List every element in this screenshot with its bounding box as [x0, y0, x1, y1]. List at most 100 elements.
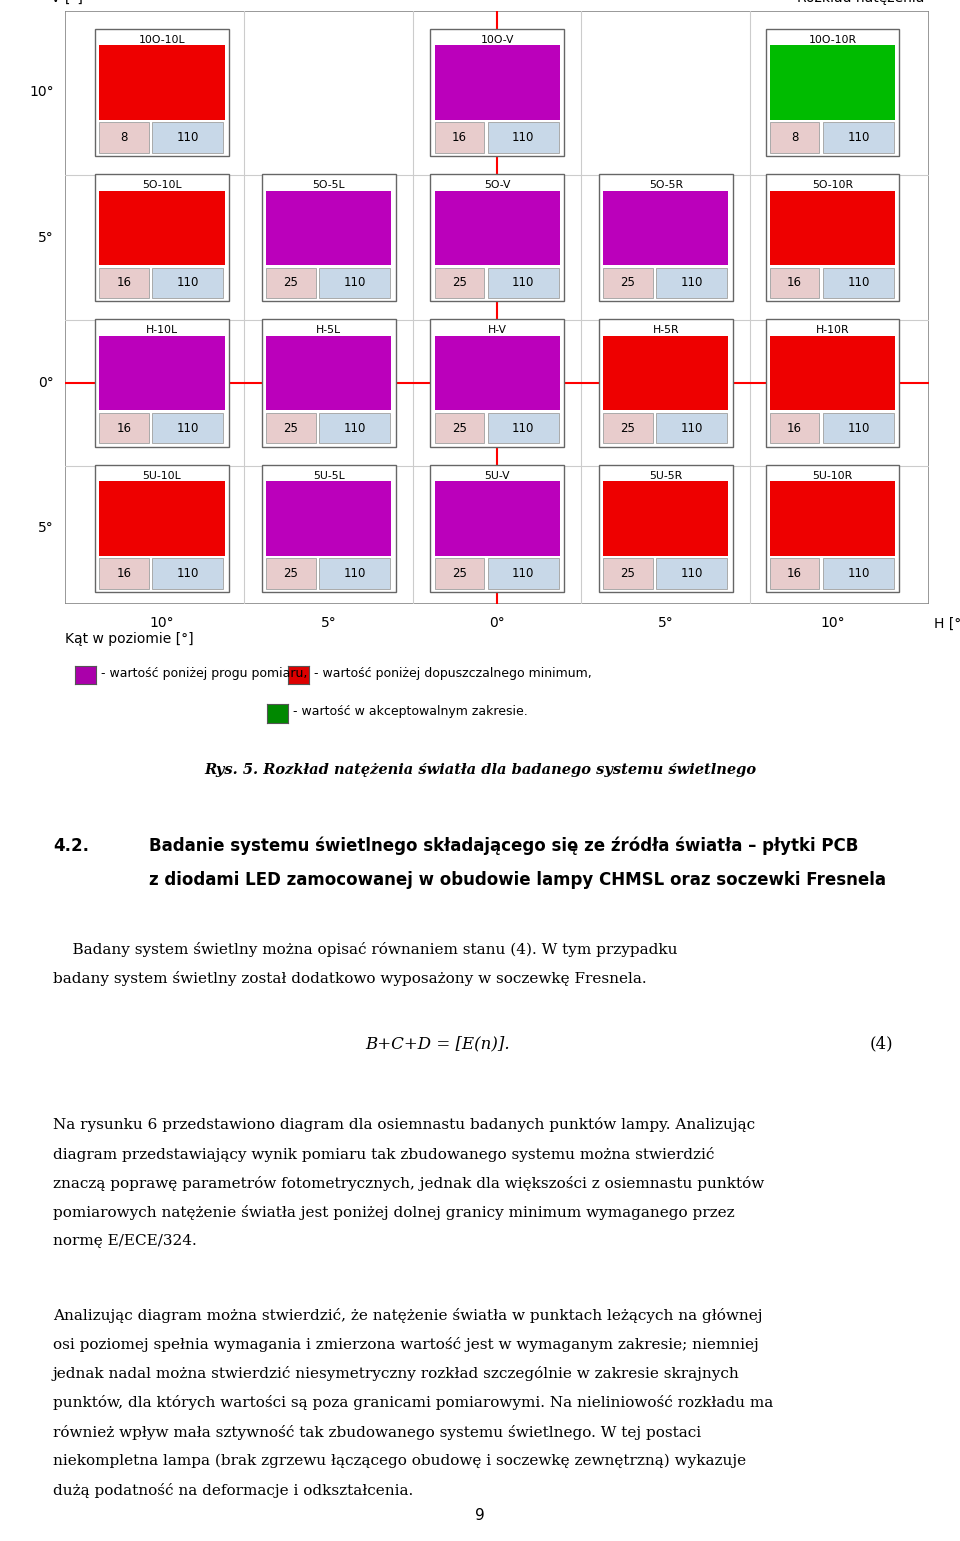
Text: Analizując diagram można stwierdzić, że natężenie światła w punktach leżących na: Analizując diagram można stwierdzić, że …	[53, 1307, 762, 1322]
Text: 10O-10R: 10O-10R	[808, 34, 856, 45]
Bar	[603, 336, 729, 410]
Text: 5°: 5°	[38, 521, 54, 535]
Text: 5O-10L: 5O-10L	[142, 180, 181, 190]
Bar	[262, 319, 396, 447]
Text: 25: 25	[283, 567, 299, 579]
Bar	[656, 268, 727, 297]
Text: 5°: 5°	[321, 616, 337, 630]
Bar	[153, 413, 224, 444]
Bar	[488, 413, 559, 444]
Text: B+C+D = [E(n)].: B+C+D = [E(n)].	[365, 1036, 510, 1053]
Bar	[435, 268, 484, 297]
Text: 16: 16	[787, 276, 803, 290]
Text: 5°: 5°	[658, 616, 674, 630]
Text: Kąt w poziomie [°]: Kąt w poziomie [°]	[65, 632, 194, 646]
Bar	[95, 465, 229, 592]
Bar	[488, 558, 559, 589]
Bar	[765, 465, 900, 592]
Bar	[603, 481, 729, 556]
Text: (4): (4)	[869, 1036, 893, 1053]
Text: 16: 16	[787, 567, 803, 579]
Bar	[770, 45, 895, 120]
Bar	[266, 413, 316, 444]
Text: 10O-10L: 10O-10L	[139, 34, 185, 45]
Bar	[599, 174, 732, 302]
Text: 16: 16	[117, 567, 132, 579]
Text: 5U-10R: 5U-10R	[812, 470, 852, 481]
Text: 10°: 10°	[820, 616, 845, 630]
Bar	[770, 122, 820, 153]
Text: 5°: 5°	[38, 231, 54, 245]
Bar	[100, 122, 149, 153]
Bar	[599, 465, 732, 592]
Bar	[100, 191, 225, 265]
Bar	[765, 319, 900, 447]
Bar	[100, 268, 149, 297]
Text: 110: 110	[512, 131, 535, 143]
Bar	[770, 268, 820, 297]
Text: Badany system świetlny można opisać równaniem stanu (4). W tym przypadku: Badany system świetlny można opisać równ…	[53, 942, 678, 957]
Bar	[266, 191, 392, 265]
Text: 25: 25	[620, 422, 636, 435]
Bar	[770, 336, 895, 410]
Text: H-5R: H-5R	[653, 325, 679, 336]
Text: 16: 16	[117, 276, 132, 290]
Text: 110: 110	[681, 276, 703, 290]
Text: Rozkład natężenia: Rozkład natężenia	[797, 0, 924, 5]
Bar	[319, 558, 390, 589]
Bar	[266, 558, 316, 589]
Bar	[823, 558, 894, 589]
Bar	[435, 191, 560, 265]
Text: diagram przedstawiający wynik pomiaru tak zbudowanego systemu można stwierdzić: diagram przedstawiający wynik pomiaru ta…	[53, 1147, 714, 1162]
Bar	[266, 481, 392, 556]
Bar	[435, 558, 484, 589]
Bar	[599, 319, 732, 447]
Text: 110: 110	[847, 276, 870, 290]
Text: 5U-5R: 5U-5R	[649, 470, 683, 481]
Bar	[262, 174, 396, 302]
Text: znaczą poprawę parametrów fotometrycznych, jednak dla większości z osiemnastu pu: znaczą poprawę parametrów fotometrycznyc…	[53, 1176, 764, 1191]
Text: Na rysunku 6 przedstawiono diagram dla osiemnastu badanych punktów lampy. Analiz: Na rysunku 6 przedstawiono diagram dla o…	[53, 1117, 755, 1133]
Text: 25: 25	[620, 276, 636, 290]
Text: 5U-10L: 5U-10L	[143, 470, 181, 481]
Bar	[823, 413, 894, 444]
Text: 25: 25	[452, 567, 467, 579]
Bar	[603, 268, 653, 297]
Text: H-10R: H-10R	[816, 325, 850, 336]
Bar	[100, 413, 149, 444]
Text: 5O-10R: 5O-10R	[812, 180, 853, 190]
Text: 110: 110	[177, 131, 199, 143]
Text: jednak nadal można stwierdzić niesymetryczny rozkład szczególnie w zakresie skra: jednak nadal można stwierdzić niesymetry…	[53, 1367, 739, 1381]
Bar	[100, 336, 225, 410]
Text: - wartość w akceptowalnym zakresie.: - wartość w akceptowalnym zakresie.	[293, 706, 528, 718]
Text: z diodami LED zamocowanej w obudowie lampy CHMSL oraz soczewki Fresnela: z diodami LED zamocowanej w obudowie lam…	[149, 871, 886, 889]
Text: 10°: 10°	[29, 85, 54, 99]
Bar	[95, 319, 229, 447]
Bar	[823, 122, 894, 153]
Text: H [°]: H [°]	[934, 616, 960, 630]
Bar	[435, 122, 484, 153]
Bar	[603, 413, 653, 444]
Bar	[262, 465, 396, 592]
Bar	[603, 558, 653, 589]
Bar	[430, 29, 564, 156]
Text: również wpływ mała sztywność tak zbudowanego systemu świetlnego. W tej postaci: również wpływ mała sztywność tak zbudowa…	[53, 1425, 701, 1439]
Text: 25: 25	[452, 276, 467, 290]
Bar	[770, 413, 820, 444]
Bar	[430, 174, 564, 302]
Text: H-10L: H-10L	[146, 325, 179, 336]
Text: 0°: 0°	[38, 376, 54, 390]
Bar	[488, 122, 559, 153]
Text: 110: 110	[681, 422, 703, 435]
Text: 110: 110	[847, 131, 870, 143]
Text: Rys. 5. Rozkład natężenia światła dla badanego systemu świetlnego: Rys. 5. Rozkład natężenia światła dla ba…	[204, 763, 756, 777]
Text: 110: 110	[177, 276, 199, 290]
Text: 16: 16	[787, 422, 803, 435]
Bar	[319, 413, 390, 444]
Text: normę E/ECE/324.: normę E/ECE/324.	[53, 1234, 197, 1248]
Text: 9: 9	[475, 1507, 485, 1523]
Text: - wartość poniżej progu pomiaru,: - wartość poniżej progu pomiaru,	[101, 667, 307, 680]
Text: 110: 110	[344, 567, 366, 579]
Text: 5U-5L: 5U-5L	[313, 470, 345, 481]
Bar	[100, 45, 225, 120]
